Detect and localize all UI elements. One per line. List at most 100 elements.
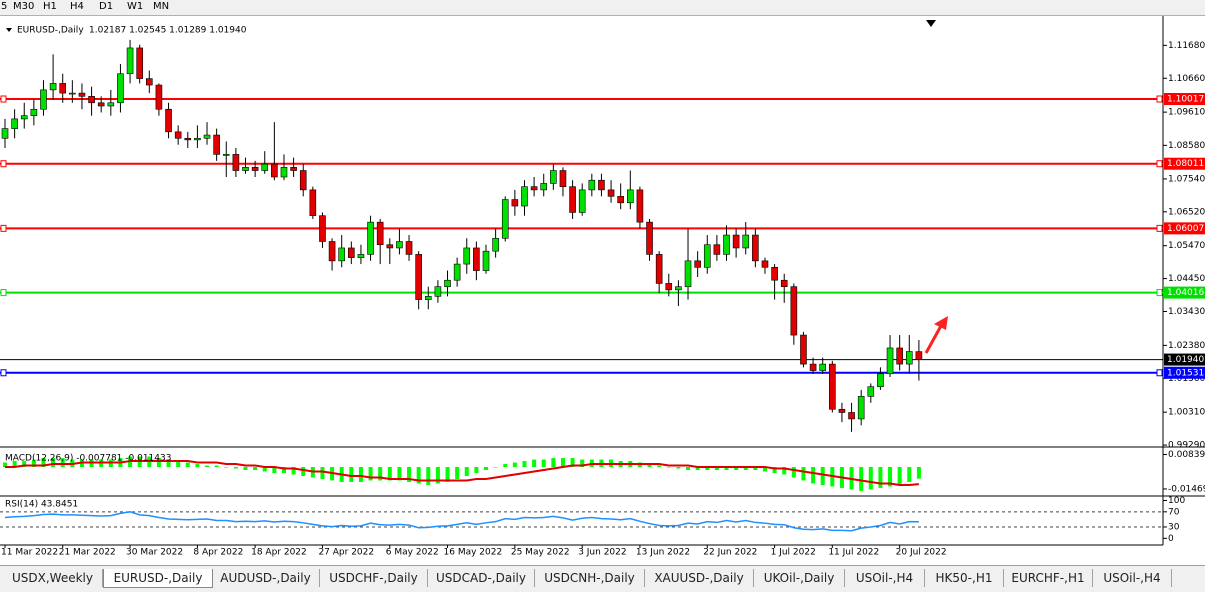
macd-bar (368, 467, 373, 481)
level-label-bg (1164, 366, 1205, 379)
symbol-tab[interactable]: USOil-,H4 (1093, 569, 1172, 587)
macd-bar (156, 458, 161, 468)
x-tick-label: 21 Mar 2022 (59, 548, 116, 558)
y-tick-label: 1.07540 (1168, 174, 1205, 184)
level-handle (0, 160, 7, 168)
timeframe-button[interactable]: MN (153, 1, 170, 12)
level-handle (0, 289, 7, 297)
candle-body (222, 154, 230, 156)
candle-body (59, 83, 67, 94)
y-tick-label: 1.01360 (1168, 374, 1205, 384)
candle-body (713, 244, 721, 255)
chart-title: EURUSD-,Daily (17, 26, 84, 36)
symbol-tab[interactable]: USDCHF-,Daily (320, 569, 428, 587)
candle-body (703, 244, 711, 268)
x-tick-label: 13 Jun 2022 (636, 548, 690, 558)
symbol-tab[interactable]: USDCAD-,Daily (428, 569, 535, 587)
macd-bar (714, 467, 719, 471)
macd-bar (214, 465, 219, 468)
timeframe-button[interactable]: 5 (1, 1, 8, 12)
macd-bar (60, 458, 65, 468)
macd-bar (657, 465, 662, 468)
timeframe-toolbar: 5 M30 H1 H4 D1 W1 MN (0, 0, 1205, 16)
candle-body (319, 215, 326, 242)
candle-body (348, 247, 355, 258)
candle-body (819, 363, 827, 371)
symbol-tab[interactable]: USOil-,H4 (845, 569, 925, 587)
level-label-bg (1164, 93, 1205, 106)
level-label-bg (1164, 286, 1205, 299)
macd-bar (753, 467, 758, 471)
candle-body (626, 189, 634, 204)
macd-bar (426, 467, 431, 485)
timeframe-button[interactable]: W1 (127, 1, 144, 12)
timeframe-button[interactable]: M30 (13, 1, 35, 12)
candle-body (261, 163, 269, 171)
level-handle (1156, 224, 1163, 232)
macd-bar (397, 467, 402, 481)
chart-ohlc: 1.02187 1.02545 1.01289 1.01940 (89, 26, 247, 36)
candle-body (511, 199, 519, 207)
macd-bar (262, 467, 267, 472)
symbol-tabs: USDX,Weekly EURUSD-,Daily AUDUSD-,Daily USD… (0, 565, 1205, 592)
candle-body (434, 286, 442, 297)
timeframe-button[interactable]: H1 (43, 1, 57, 12)
symbol-tab[interactable]: USDX,Weekly (3, 569, 103, 587)
x-tick-label: 6 May 2022 (386, 548, 439, 558)
x-tick-label: 20 Jul 2022 (896, 548, 947, 558)
candle-body (69, 92, 76, 95)
candle-body (290, 167, 297, 171)
candle-body (559, 170, 567, 187)
macd-bar (676, 467, 681, 469)
x-tick-label: 16 May 2022 (444, 548, 503, 558)
timeframe-button[interactable]: H4 (70, 1, 84, 12)
candle-body (146, 78, 153, 86)
macd-bar (666, 467, 671, 468)
macd-bar (551, 458, 556, 468)
candle-body (473, 247, 480, 271)
macd-bar (464, 467, 469, 476)
candle-body (530, 186, 538, 191)
macd-bar (570, 458, 575, 468)
macd-bar (291, 467, 296, 475)
x-tick-label: 22 Jun 2022 (703, 548, 757, 558)
symbol-tab[interactable]: XAUUSD-,Daily (645, 569, 754, 587)
x-tick-label: 8 Apr 2022 (193, 548, 243, 558)
candle-body (376, 221, 384, 246)
candle-body (49, 83, 57, 91)
level-handle (1156, 95, 1163, 103)
y-tick-label: 1.00310 (1168, 408, 1205, 418)
symbol-tab[interactable]: EURCHF-,H1 (1004, 569, 1093, 587)
macd-bar (378, 467, 383, 481)
y-tick-label: 1.08580 (1168, 141, 1205, 151)
macd-bar (897, 467, 902, 485)
candle-body (521, 186, 528, 207)
candle-body (213, 134, 220, 155)
candle-body (684, 260, 692, 287)
timeframe-button[interactable]: D1 (99, 1, 114, 12)
macd-bar (541, 459, 546, 468)
candle-body (107, 102, 115, 107)
candle-body (655, 254, 663, 284)
y-tick-label: 100 (1168, 496, 1185, 506)
y-tick-label: 0 (1168, 534, 1174, 544)
symbol-tab[interactable]: EURUSD-,Daily (103, 569, 213, 588)
macd-bar (3, 462, 7, 468)
candle-body (742, 234, 750, 249)
candle-body (857, 396, 865, 420)
x-tick-label: 25 May 2022 (511, 548, 570, 558)
candle-body (838, 408, 846, 413)
candle-body (424, 296, 432, 300)
symbol-tab[interactable]: UKOil-,Daily (754, 569, 845, 587)
candle-body (174, 131, 182, 139)
candle-body (732, 234, 740, 249)
candle-body (550, 170, 557, 184)
symbol-tab[interactable]: AUDUSD-,Daily (212, 569, 320, 587)
y-tick-label: 0.008399 (1168, 450, 1205, 460)
candle-body (40, 89, 47, 110)
symbol-tab[interactable]: HK50-,H1 (925, 569, 1004, 587)
y-tick-label: 1.09610 (1168, 108, 1205, 118)
symbol-tab[interactable]: USDCNH-,Daily (535, 569, 645, 587)
candle-body (790, 286, 798, 336)
